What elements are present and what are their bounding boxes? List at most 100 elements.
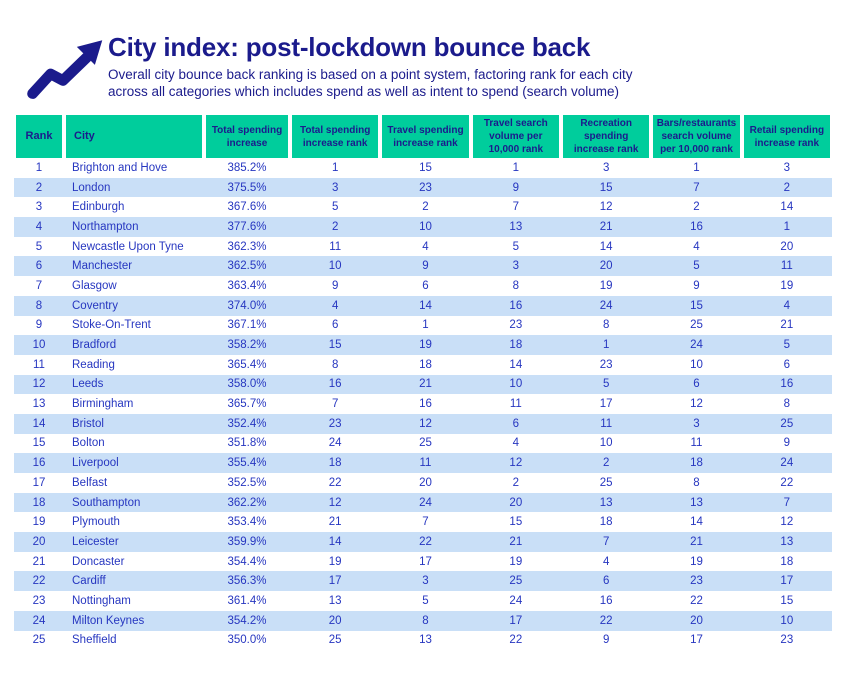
travel-spending-increase-rank-cell: 8 [422, 614, 429, 627]
bars-restaurants-search-volume-rank-cell: 13 [690, 496, 703, 509]
total-spending-increase-cell: 361.4% [227, 594, 267, 607]
col-header-city: City [66, 115, 202, 158]
retail-spending-increase-rank-cell: 10 [780, 614, 794, 627]
travel-search-volume-rank-cell: 14 [509, 358, 523, 371]
rank-cell: 11 [33, 358, 45, 371]
city-cell: Cardiff [72, 575, 106, 588]
city-cell: Edinburgh [72, 201, 125, 214]
total-spending-increase-cell: 365.4% [227, 358, 267, 371]
table-row: 15 Bolton 351.8% 24 25 4 10 11 9 [14, 434, 832, 454]
rank-cell: 12 [32, 378, 46, 391]
travel-spending-increase-rank-cell: 11 [419, 457, 432, 470]
total-spending-increase-rank-cell: 15 [328, 339, 342, 352]
table-row: 10 Bradford 358.2% 15 19 18 1 24 5 [14, 335, 832, 355]
rank-cell: 1 [35, 161, 43, 174]
travel-search-volume-rank-cell: 3 [512, 260, 520, 273]
retail-spending-increase-rank-cell: 9 [783, 437, 791, 450]
retail-spending-increase-rank-cell: 23 [780, 634, 794, 647]
bars-restaurants-search-volume-rank-cell: 20 [690, 614, 703, 627]
trend-up-arrow-icon [27, 40, 103, 99]
rank-cell: 20 [32, 535, 46, 548]
bars-restaurants-search-volume-rank-cell: 6 [693, 378, 700, 391]
total-spending-increase-cell: 353.4% [227, 516, 267, 529]
table-row: 19 Plymouth 353.4% 21 7 15 18 14 12 [14, 512, 832, 532]
total-spending-increase-cell: 362.5% [227, 260, 267, 273]
total-spending-increase-rank-cell: 13 [328, 594, 342, 607]
table-row: 3 Edinburgh 367.6% 5 2 7 12 2 14 [14, 197, 832, 217]
rank-cell: 25 [32, 634, 46, 647]
recreation-spending-increase-rank-cell: 8 [602, 319, 610, 332]
total-spending-increase-rank-cell: 17 [328, 575, 342, 588]
col-header-travel-search-volume-rank: Travel search volume per 10,000 rank [472, 115, 559, 158]
col-header-bars-restaurants-search-volume-rank: Bars/restaurants search volume per 10,00… [653, 115, 740, 158]
bars-restaurants-search-volume-rank-cell: 17 [690, 634, 703, 647]
city-cell: Birmingham [72, 398, 134, 411]
total-spending-increase-rank-cell: 16 [328, 378, 342, 391]
rank-cell: 17 [32, 476, 46, 489]
city-cell: Stoke-On-Trent [72, 319, 151, 332]
city-cell: Liverpool [72, 457, 119, 470]
city-cell: Leeds [72, 378, 104, 391]
travel-spending-increase-rank-cell: 18 [419, 358, 432, 371]
table-header-row: Rank City Total spending increase Total … [14, 115, 832, 158]
total-spending-increase-rank-cell: 3 [331, 181, 339, 194]
total-spending-increase-rank-cell: 22 [328, 476, 342, 489]
col-header-retail-spending-increase-rank: Retail spending increase rank [743, 115, 830, 158]
retail-spending-increase-rank-cell: 21 [780, 319, 794, 332]
recreation-spending-increase-rank-cell: 7 [602, 535, 610, 548]
table-row: 22 Cardiff 356.3% 17 3 25 6 23 17 [14, 571, 832, 592]
retail-spending-increase-rank-cell: 13 [780, 535, 794, 548]
table-row: 13 Birmingham 365.7% 7 16 11 17 12 8 [14, 394, 832, 414]
travel-spending-increase-rank-cell: 14 [419, 299, 432, 312]
total-spending-increase-rank-cell: 9 [331, 279, 339, 292]
travel-search-volume-rank-cell: 11 [509, 398, 522, 411]
travel-spending-increase-rank-cell: 12 [419, 417, 432, 430]
retail-spending-increase-rank-cell: 8 [783, 398, 791, 411]
rank-cell: 8 [35, 299, 43, 312]
col-header-travel-spending-increase-rank: Travel spending increase rank [382, 115, 469, 158]
total-spending-increase-cell: 358.0% [227, 378, 267, 391]
recreation-spending-increase-rank-cell: 4 [602, 555, 610, 568]
bars-restaurants-search-volume-rank-cell: 2 [693, 201, 700, 214]
total-spending-increase-cell: 358.2% [227, 339, 267, 352]
recreation-spending-increase-rank-cell: 21 [599, 220, 613, 233]
retail-spending-increase-rank-cell: 18 [780, 555, 794, 568]
bars-restaurants-search-volume-rank-cell: 1 [693, 161, 700, 174]
travel-spending-increase-rank-cell: 23 [419, 181, 432, 194]
travel-search-volume-rank-cell: 21 [509, 535, 523, 548]
city-cell: Manchester [72, 260, 133, 273]
recreation-spending-increase-rank-cell: 20 [599, 260, 613, 273]
retail-spending-increase-rank-cell: 16 [780, 378, 794, 391]
rank-cell: 21 [32, 555, 46, 568]
total-spending-increase-rank-cell: 6 [331, 319, 339, 332]
travel-search-volume-rank-cell: 8 [512, 279, 520, 292]
total-spending-increase-rank-cell: 1 [331, 161, 339, 174]
total-spending-increase-rank-cell: 11 [329, 240, 342, 253]
total-spending-increase-cell: 354.4% [227, 555, 267, 568]
total-spending-increase-cell: 352.5% [227, 476, 267, 489]
city-cell: Northampton [72, 220, 139, 233]
travel-spending-increase-rank-cell: 10 [419, 220, 432, 233]
total-spending-increase-cell: 367.1% [227, 319, 267, 332]
travel-spending-increase-rank-cell: 1 [422, 319, 429, 332]
table-row: 9 Stoke-On-Trent 367.1% 6 1 23 8 25 21 [14, 316, 832, 336]
travel-search-volume-rank-cell: 17 [509, 614, 523, 627]
bars-restaurants-search-volume-rank-cell: 10 [690, 358, 703, 371]
rank-cell: 5 [35, 240, 43, 253]
city-cell: Plymouth [72, 516, 120, 529]
table-row: 16 Liverpool 355.4% 18 11 12 2 18 24 [14, 453, 832, 473]
recreation-spending-increase-rank-cell: 14 [599, 240, 613, 253]
travel-search-volume-rank-cell: 6 [512, 417, 520, 430]
table-body: 1 Brighton and Hove 385.2% 1 15 1 3 1 3 … [14, 158, 832, 650]
bars-restaurants-search-volume-rank-cell: 12 [690, 398, 703, 411]
rank-cell: 24 [32, 614, 46, 627]
table-row: 23 Nottingham 361.4% 13 5 24 16 22 15 [14, 591, 832, 611]
total-spending-increase-cell: 352.4% [227, 417, 267, 430]
total-spending-increase-rank-cell: 20 [328, 614, 342, 627]
rank-cell: 15 [32, 437, 46, 450]
travel-search-volume-rank-cell: 7 [512, 201, 520, 214]
recreation-spending-increase-rank-cell: 9 [602, 634, 610, 647]
bars-restaurants-search-volume-rank-cell: 11 [690, 437, 703, 450]
total-spending-increase-cell: 377.6% [227, 220, 267, 233]
recreation-spending-increase-rank-cell: 22 [599, 614, 613, 627]
